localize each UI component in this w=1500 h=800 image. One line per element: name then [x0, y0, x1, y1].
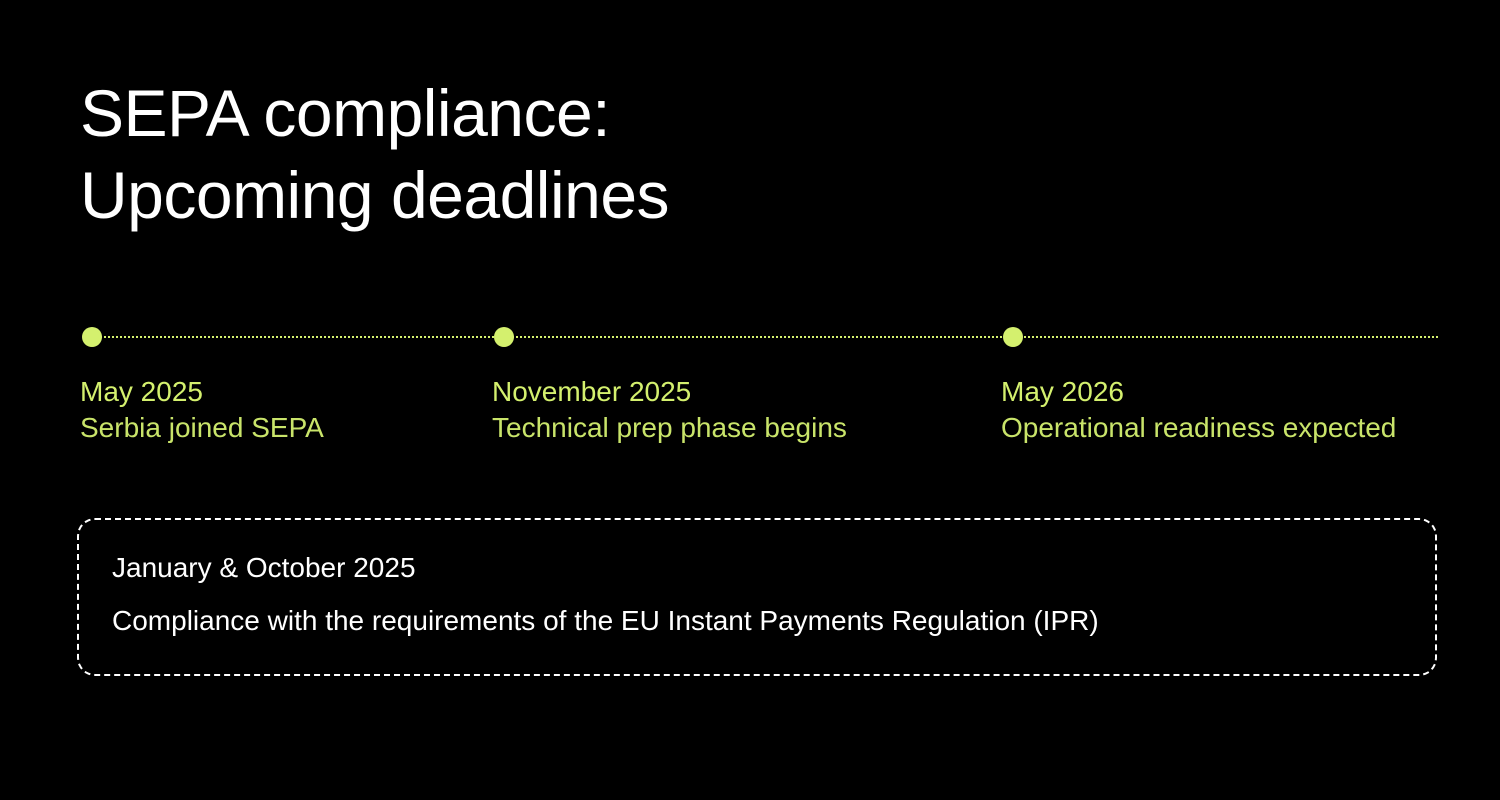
milestone-description: Serbia joined SEPA	[80, 412, 324, 443]
milestone-2: November 2025 Technical prep phase begin…	[492, 374, 847, 446]
milestone-description: Technical prep phase begins	[492, 412, 847, 443]
page-title-line-2: Upcoming deadlines	[80, 158, 670, 232]
page-title-line-1: SEPA compliance:	[80, 76, 611, 150]
milestone-description: Operational readiness expected	[1001, 412, 1397, 443]
timeline-dot-3	[1003, 327, 1023, 347]
milestone-date: May 2026	[1001, 376, 1124, 407]
note-text: Compliance with the requirements of the …	[112, 605, 1099, 636]
timeline-dotted-line	[92, 336, 1438, 338]
milestone-date: November 2025	[492, 376, 692, 407]
milestone-1: May 2025 Serbia joined SEPA	[80, 374, 324, 446]
ipr-note-box: January & October 2025 Compliance with t…	[77, 518, 1437, 676]
milestone-date: May 2025	[80, 376, 203, 407]
note-title: January & October 2025	[112, 552, 416, 583]
milestone-3: May 2026 Operational readiness expected	[1001, 374, 1396, 446]
timeline-dot-1	[82, 327, 102, 347]
page-title: SEPA compliance: Upcoming deadlines	[80, 72, 670, 236]
timeline-dot-2	[494, 327, 514, 347]
